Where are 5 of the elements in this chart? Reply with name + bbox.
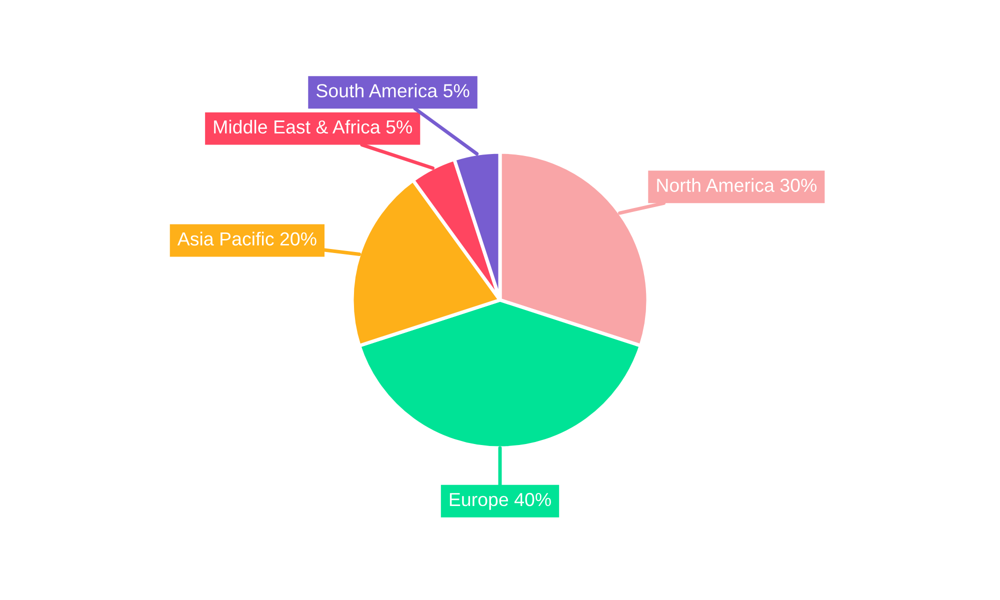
slice-label: Middle East & Africa 5% — [214, 120, 412, 134]
slice-label: North America 30% — [657, 178, 817, 192]
slice-label: Asia Pacific 20% — [177, 232, 316, 246]
slice-label: South America 5% — [316, 84, 470, 98]
slice-label: Europe 40% — [450, 492, 551, 510]
